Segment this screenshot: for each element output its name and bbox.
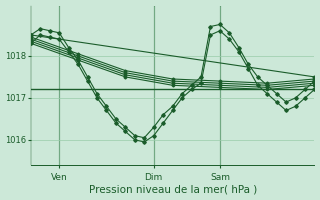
X-axis label: Pression niveau de la mer( hPa ): Pression niveau de la mer( hPa ) — [89, 184, 257, 194]
